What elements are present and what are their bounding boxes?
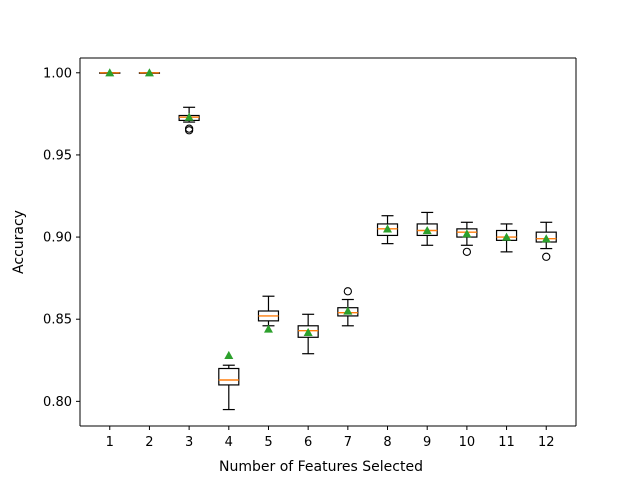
x-tick-label: 2 xyxy=(145,435,153,450)
x-tick-label: 4 xyxy=(225,435,233,450)
x-tick-label: 12 xyxy=(538,435,555,450)
box-group xyxy=(535,221,557,261)
x-tick-label: 6 xyxy=(304,435,312,450)
box xyxy=(297,325,319,338)
box xyxy=(416,223,438,237)
mean-marker xyxy=(422,226,432,235)
x-tick-label: 7 xyxy=(344,435,352,450)
mean-marker xyxy=(263,324,273,333)
mean-marker xyxy=(462,229,472,238)
box-group xyxy=(416,211,438,246)
mean-marker xyxy=(144,68,154,77)
plot-area xyxy=(80,58,576,426)
y-axis-label: Accuracy xyxy=(11,210,27,274)
outlier-point xyxy=(542,252,551,261)
outlier-point xyxy=(462,247,472,257)
box-group xyxy=(337,287,359,327)
ticks: 1 2 3 4 5 6 7 8 9 10 11 120.800.850.900.951.00 xyxy=(43,66,554,450)
x-tick-label: 11 xyxy=(498,435,515,450)
chart-marks xyxy=(99,68,557,411)
x-tick-label: 5 xyxy=(264,435,272,450)
box-group xyxy=(138,68,161,77)
mean-marker xyxy=(303,327,313,336)
axes xyxy=(79,57,577,427)
y-tick-label: 0.85 xyxy=(43,313,72,328)
mean-marker xyxy=(383,224,393,233)
box-group xyxy=(456,221,478,257)
box xyxy=(218,367,240,386)
mean-marker xyxy=(541,234,551,243)
mean-marker xyxy=(502,232,512,241)
y-tick-label: 1.00 xyxy=(43,66,72,81)
box-group xyxy=(297,313,319,355)
outlier-point xyxy=(184,126,194,135)
box-group xyxy=(257,295,280,333)
mean-marker xyxy=(105,68,115,77)
box xyxy=(376,223,399,237)
box-group xyxy=(99,68,121,77)
y-tick-label: 0.80 xyxy=(43,395,72,410)
box-group xyxy=(376,215,399,245)
y-tick-label: 0.90 xyxy=(43,231,72,246)
x-tick-label: 8 xyxy=(383,435,391,450)
mean-marker xyxy=(343,306,353,315)
box-group xyxy=(218,350,240,411)
x-tick-label: 1 xyxy=(106,435,114,450)
outlier-point xyxy=(343,287,352,296)
x-tick-label: 3 xyxy=(185,435,193,450)
y-tick-label: 0.95 xyxy=(43,148,72,163)
x-tick-label: 9 xyxy=(423,435,431,450)
x-tick-label: 10 xyxy=(459,435,476,450)
x-axis-label: Number of Features Selected xyxy=(219,459,423,475)
box-group xyxy=(178,106,200,135)
mean-marker xyxy=(184,112,194,121)
box-group xyxy=(495,223,518,253)
mean-marker xyxy=(224,350,234,359)
